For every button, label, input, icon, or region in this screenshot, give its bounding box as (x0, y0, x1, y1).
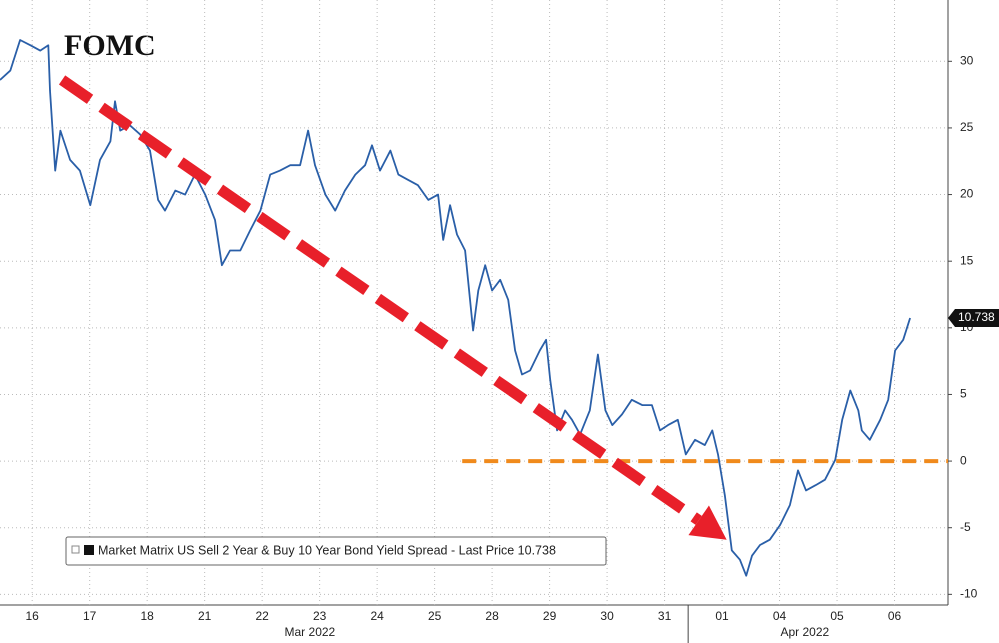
y-tick-label: -10 (960, 587, 978, 601)
trend-arrow (58, 75, 702, 525)
x-tick-label: 28 (485, 609, 499, 623)
x-tick-label: 04 (773, 609, 787, 623)
line-series (0, 39, 911, 577)
legend-icon (71, 545, 80, 554)
x-tick-label: 06 (888, 609, 902, 623)
y-tick-label: 25 (960, 120, 974, 134)
annotation: FOMC (64, 29, 156, 62)
x-tick-label: 30 (600, 609, 614, 623)
x-tick-label: 22 (255, 609, 269, 623)
y-tick-label: 20 (960, 187, 974, 201)
x-tick-label: 23 (313, 609, 327, 623)
x-tick-label: 05 (830, 609, 844, 623)
legend-swatch (84, 545, 94, 555)
x-tick-label: 31 (658, 609, 672, 623)
x-tick-label: 29 (543, 609, 557, 623)
x-tick-label: 17 (83, 609, 97, 623)
x-tick-label: 25 (428, 609, 442, 623)
x-group-label: Mar 2022 (285, 625, 336, 639)
y-tick-label: 30 (960, 53, 974, 67)
last-price-tag (948, 308, 999, 327)
y-tick-label: -5 (960, 520, 971, 534)
y-tick-label: 15 (960, 253, 974, 267)
legend-label: Market Matrix US Sell 2 Year & Buy 10 Ye… (98, 543, 556, 557)
x-tick-label: 24 (370, 609, 384, 623)
arrow-head (688, 505, 727, 540)
y-tick-label: 5 (960, 387, 967, 401)
legend-box (65, 536, 607, 566)
x-tick-label: 21 (198, 609, 212, 623)
last-price-label: 10.738 (958, 310, 995, 324)
x-tick-label: 16 (26, 609, 40, 623)
y-tick-label: 0 (960, 453, 967, 467)
x-group-label: Apr 2022 (780, 625, 829, 639)
x-tick-label: 01 (715, 609, 729, 623)
x-tick-label: 18 (140, 609, 154, 623)
